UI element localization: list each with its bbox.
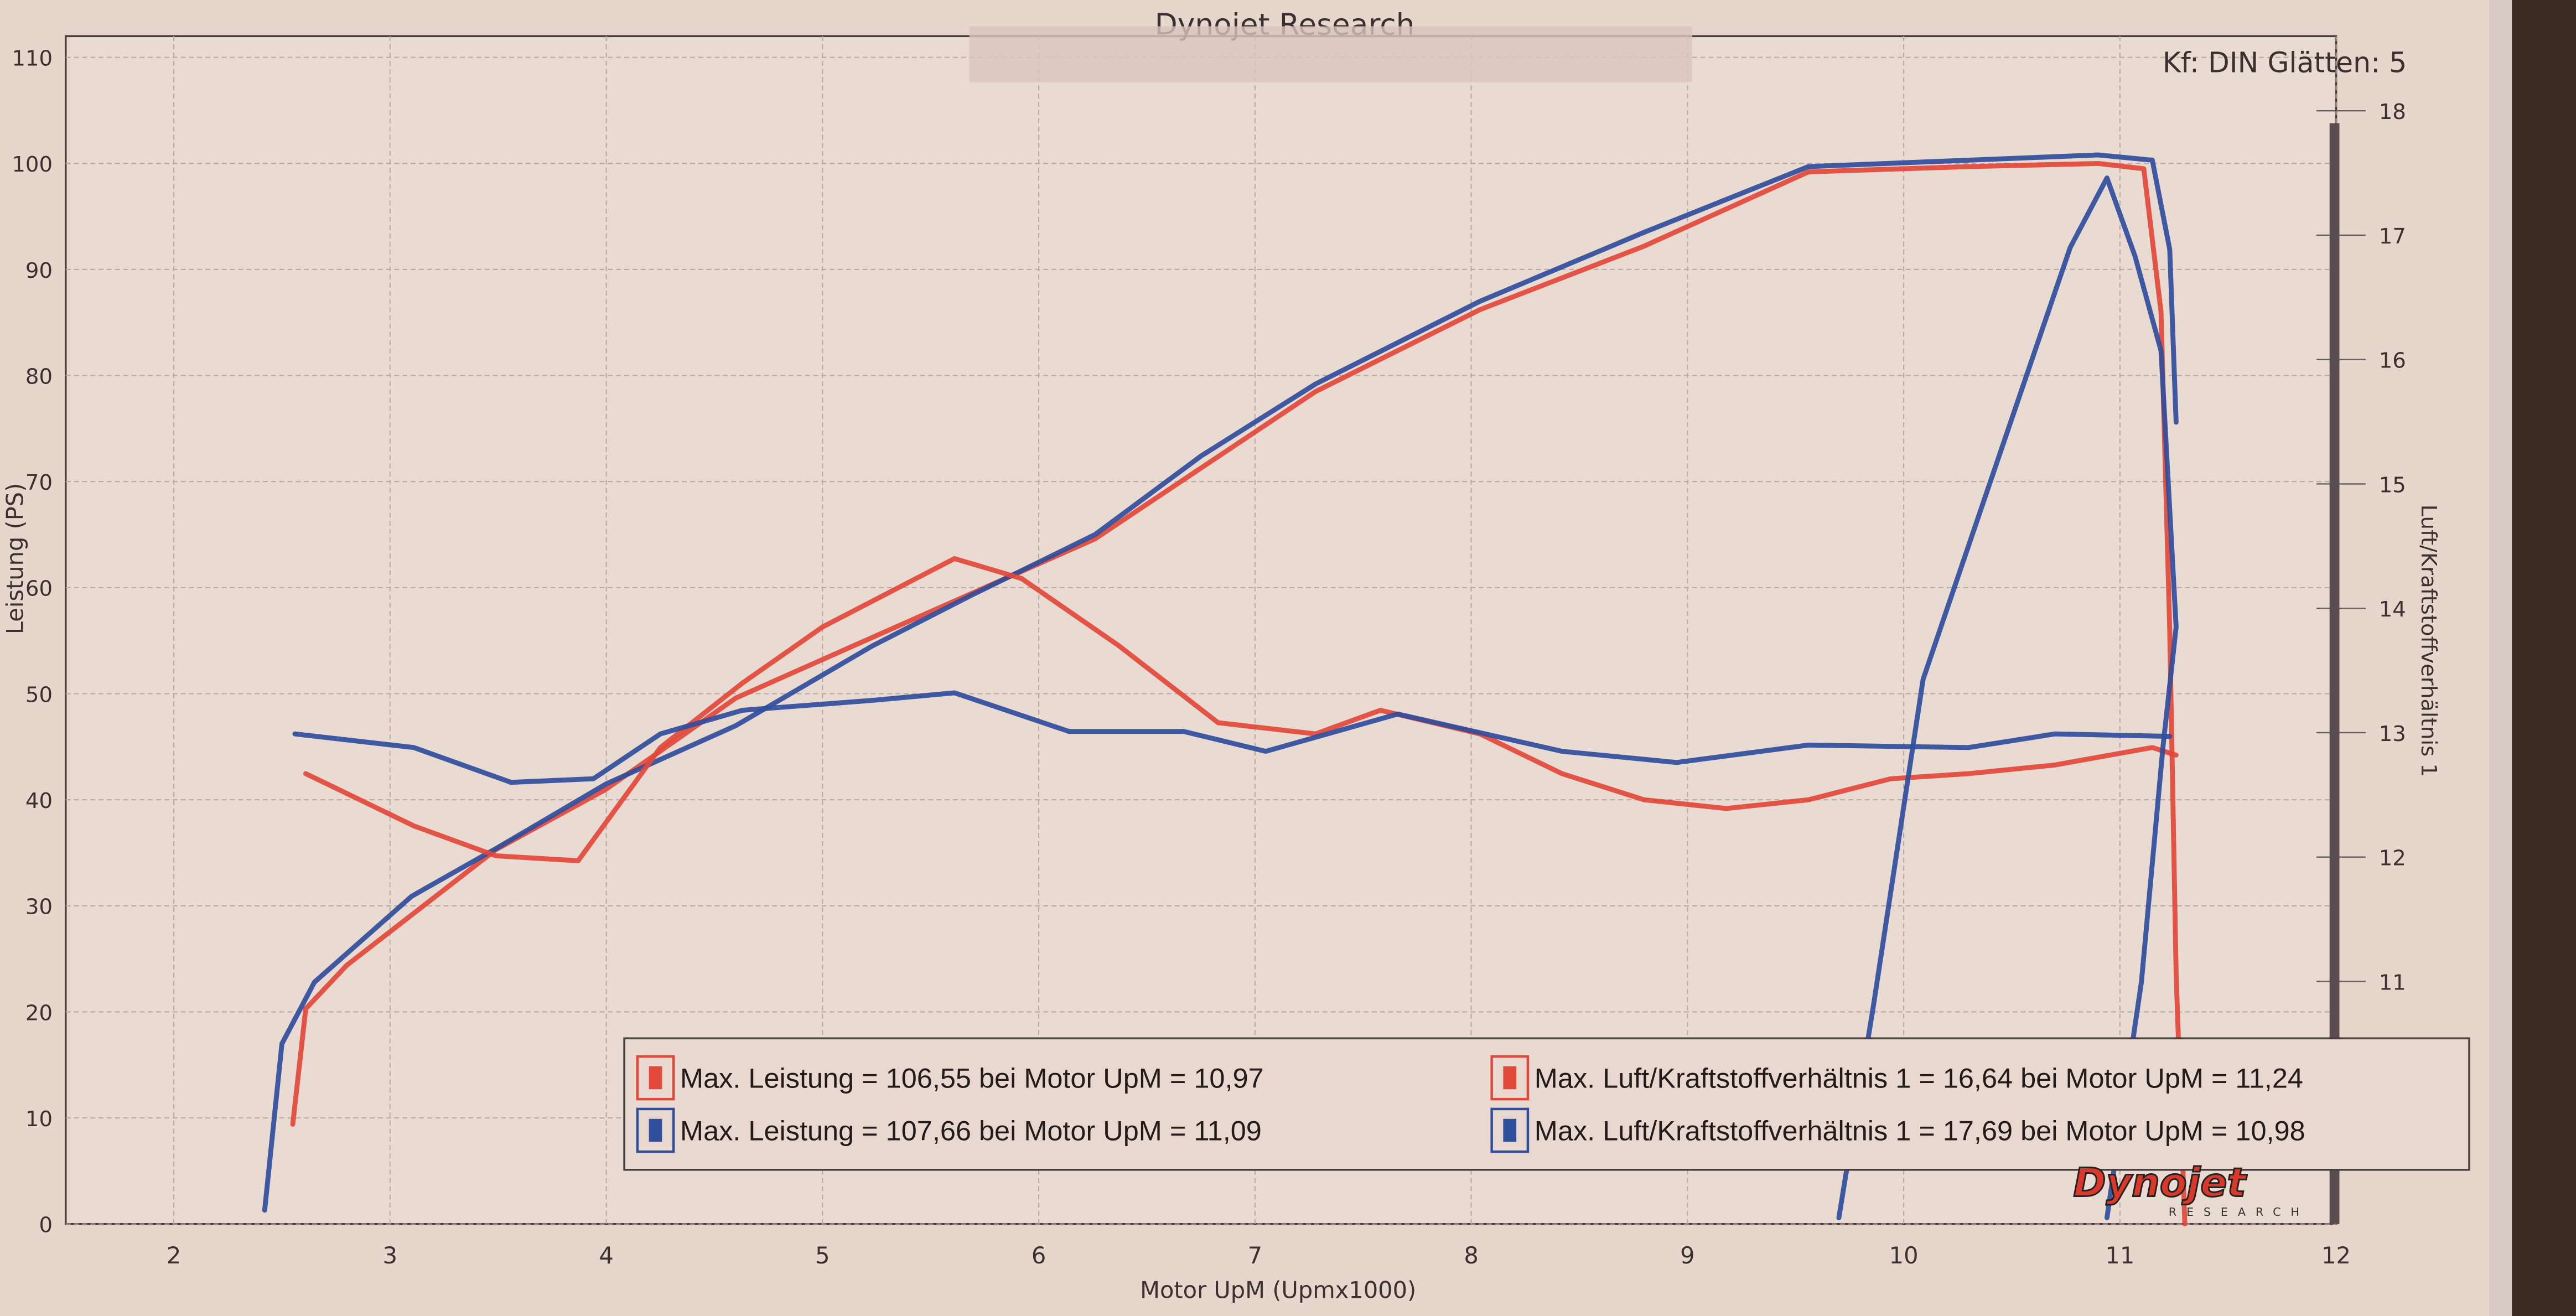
y2-tick-label: 14: [2379, 597, 2406, 622]
legend-swatch-frame: [1490, 1055, 1530, 1101]
y2-tick-label: 16: [2379, 349, 2406, 374]
y-tick-label: 110: [12, 46, 53, 71]
y2-tick-label: 18: [2379, 100, 2406, 125]
y-tick-label: 10: [25, 1107, 53, 1132]
legend-swatch: [649, 1118, 662, 1142]
y2-tick-label: 12: [2379, 846, 2406, 871]
x-tick-label: 4: [599, 1242, 613, 1269]
x-tick-label: 10: [1889, 1242, 1919, 1269]
x-tick-label: 7: [1248, 1242, 1262, 1269]
x-tick-label: 2: [167, 1242, 181, 1269]
dynojet-logo: Dynojet RESEARCH: [2072, 1159, 2309, 1219]
right-axis-bar: [2329, 123, 2340, 1224]
legend-swatch: [649, 1066, 662, 1090]
y-axis-label: Leistung (PS): [2, 483, 29, 635]
y-tick-label: 40: [25, 789, 53, 814]
legend-box: [623, 1037, 2470, 1171]
y-tick-label: 100: [12, 152, 53, 177]
y2-axis-label: Luft/Kraftstoffverhältnis 1: [2416, 505, 2441, 777]
y2-tick-label: 15: [2379, 473, 2406, 498]
plot-area: [64, 35, 2337, 1225]
y-tick-label: 70: [25, 470, 53, 495]
x-tick-label: 3: [383, 1242, 397, 1269]
x-tick-label: 12: [2321, 1242, 2351, 1269]
blurred-header-text: [969, 26, 1692, 82]
x-tick-label: 11: [2105, 1242, 2134, 1269]
legend-swatch-frame: [636, 1055, 675, 1101]
y-tick-label: 0: [39, 1213, 53, 1238]
settings-text: Kf: DIN Glätten: 5: [2163, 46, 2407, 79]
page-edge-shadow: [2505, 0, 2576, 1316]
afr-line-blue-4: [1836, 175, 2179, 1220]
legend-label: Max. Leistung = 107,66 bei Motor UpM = 1…: [680, 1115, 1262, 1146]
logo-text: Dynojet: [2074, 1159, 2248, 1205]
page-edge: [2489, 0, 2512, 1316]
axis-ticks: 2 3 4 5 6 7 8 9 10 11 12 0 10 20 30 40 50 60 70 80 90 100 110 1…: [12, 46, 2406, 1269]
legend-label: Max. Luft/Kraftstoffverhältnis 1 = 16,64…: [1535, 1062, 2303, 1094]
grid: [65, 36, 2337, 1225]
y-tick-label: 50: [25, 682, 53, 707]
y-tick-label: 60: [25, 577, 53, 602]
legend: Max. Leistung = 106,55 bei Motor UpM = 1…: [623, 1037, 2470, 1171]
y2-tick-label: 11: [2379, 970, 2406, 995]
x-tick-label: 8: [1464, 1242, 1478, 1269]
legend-swatch: [1503, 1066, 1517, 1090]
x-tick-label: 5: [815, 1242, 830, 1269]
legend-label: Max. Luft/Kraftstoffverhältnis 1 = 17,69…: [1535, 1115, 2305, 1146]
y-tick-label: 20: [25, 1001, 53, 1025]
x-tick-label: 9: [1680, 1242, 1694, 1269]
x-tick-label: 6: [1032, 1242, 1046, 1269]
legend-swatch: [1503, 1118, 1517, 1142]
y-tick-label: 30: [25, 895, 53, 920]
y2-tick-label: 13: [2379, 722, 2406, 747]
afr-line-blue-3: [292, 690, 2173, 785]
x-axis-label: Motor UpM (Upmx1000): [1140, 1276, 1416, 1303]
series-group: [262, 152, 2188, 1227]
y2-tick-label: 17: [2379, 224, 2406, 249]
legend-swatch-frame: [636, 1107, 675, 1153]
y-tick-label: 80: [25, 364, 53, 389]
legend-swatch-frame: [1490, 1107, 1530, 1153]
y-tick-label: 90: [25, 258, 53, 283]
legend-label: Max. Leistung = 106,55 bei Motor UpM = 1…: [680, 1062, 1264, 1094]
afr-line-red-2: [303, 556, 2179, 863]
power-line-blue-1: [262, 152, 2179, 1213]
logo-subtext: RESEARCH: [2169, 1205, 2309, 1219]
